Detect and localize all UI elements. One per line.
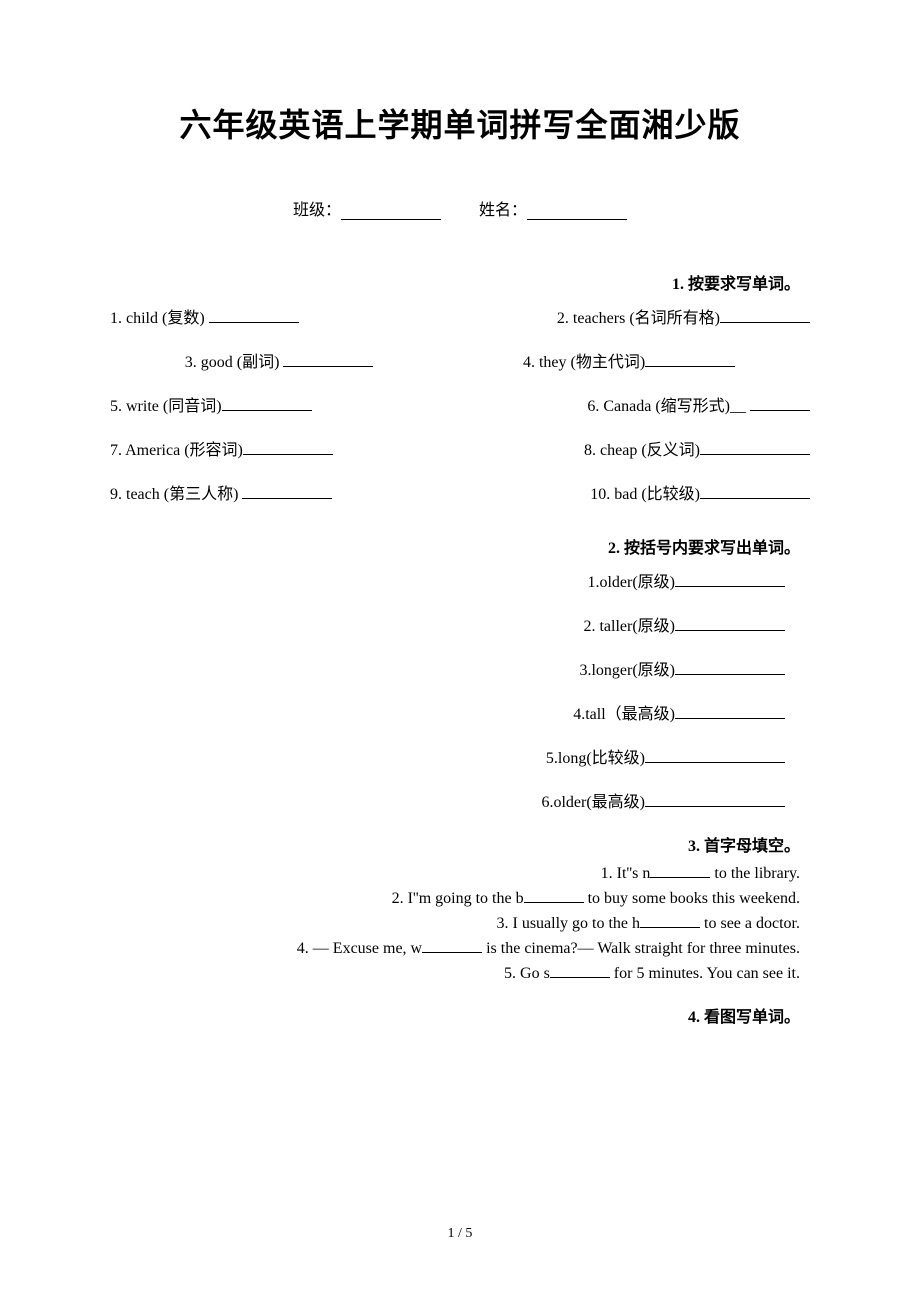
- answer-blank[interactable]: [209, 309, 299, 323]
- answer-blank[interactable]: [675, 661, 785, 675]
- question-row: 9. teach (第三人称) 10. bad (比较级): [100, 480, 820, 504]
- q1-left: 1. child (复数): [110, 310, 205, 327]
- answer-blank[interactable]: [645, 793, 785, 807]
- section4-header: 4. 看图写单词。: [100, 1003, 820, 1027]
- s2-item6: 6.older(最高级): [541, 794, 645, 811]
- section3-wrapper: 3. 首字母填空。 1. It''s n to the library. 2. …: [100, 832, 820, 983]
- answer-blank[interactable]: [550, 964, 610, 978]
- s3-item4-post: is the cinema?— Walk straight for three …: [482, 940, 800, 957]
- answer-blank[interactable]: [283, 353, 373, 367]
- answer-blank[interactable]: [242, 485, 332, 499]
- question-row: 1. child (复数) 2. teachers (名词所有格): [100, 304, 820, 328]
- section1-items: 1. child (复数) 2. teachers (名词所有格) 3. goo…: [100, 304, 820, 504]
- question-row: 5. write (同音词) 6. Canada (缩写形式)__: [100, 392, 820, 416]
- s3-item1-post: to the library.: [710, 865, 800, 882]
- answer-blank[interactable]: [640, 914, 700, 928]
- answer-blank[interactable]: [422, 939, 482, 953]
- s3-item4-pre: 4. — Excuse me, w: [297, 940, 422, 957]
- class-name-row: 班级： 姓名：: [100, 196, 820, 220]
- s3-item2-pre: 2. I''m going to the b: [392, 890, 524, 907]
- section3-header: 3. 首字母填空。: [100, 832, 800, 856]
- q4-right: 8. cheap (反义词): [584, 442, 700, 459]
- s3-item5-post: for 5 minutes. You can see it.: [610, 965, 800, 982]
- q1-right: 2. teachers (名词所有格): [557, 310, 720, 327]
- s2-item4: 4.tall（最高级): [573, 706, 675, 723]
- q5-left: 9. teach (第三人称): [110, 486, 238, 503]
- q4-left: 7. America (形容词): [110, 442, 243, 459]
- page-number: 1 / 5: [0, 1226, 920, 1242]
- name-label: 姓名：: [479, 202, 527, 219]
- q2-left: 3. good (副词): [185, 354, 280, 371]
- class-label: 班级：: [293, 202, 341, 219]
- answer-blank[interactable]: [645, 749, 785, 763]
- name-input-line[interactable]: [527, 204, 627, 220]
- s3-item1-pre: 1. It''s n: [601, 865, 651, 882]
- q2-right: 4. they (物主代词): [523, 354, 645, 371]
- answer-blank[interactable]: [700, 485, 810, 499]
- q5-right: 10. bad (比较级): [590, 486, 700, 503]
- question-row: 3. good (副词) 4. they (物主代词): [100, 348, 820, 372]
- section2-header: 2. 按括号内要求写出单词。: [100, 534, 820, 558]
- s3-item3-pre: 3. I usually go to the h: [496, 915, 640, 932]
- answer-blank[interactable]: [222, 397, 312, 411]
- class-input-line[interactable]: [341, 204, 441, 220]
- document-title: 六年级英语上学期单词拼写全面湘少版: [100, 100, 820, 146]
- s2-item2: 2. taller(原级): [583, 618, 675, 635]
- answer-blank[interactable]: [645, 353, 735, 367]
- answer-blank[interactable]: [650, 864, 710, 878]
- answer-blank[interactable]: [700, 441, 810, 455]
- answer-blank[interactable]: [675, 573, 785, 587]
- answer-blank[interactable]: [243, 441, 333, 455]
- s2-item5: 5.long(比较级): [546, 750, 645, 767]
- s3-item2-post: to buy some books this weekend.: [584, 890, 800, 907]
- q3-left: 5. write (同音词): [110, 398, 222, 415]
- question-row: 7. America (形容词) 8. cheap (反义词): [100, 436, 820, 460]
- q3-right: 6. Canada (缩写形式)__: [587, 398, 746, 415]
- s3-item5-pre: 5. Go s: [504, 965, 550, 982]
- answer-blank[interactable]: [675, 617, 785, 631]
- section1-header: 1. 按要求写单词。: [100, 270, 820, 294]
- s2-item1: 1.older(原级): [587, 574, 675, 591]
- answer-blank[interactable]: [675, 705, 785, 719]
- answer-blank[interactable]: [524, 889, 584, 903]
- s3-item3-post: to see a doctor.: [700, 915, 800, 932]
- answer-blank[interactable]: [750, 397, 810, 411]
- s2-item3: 3.longer(原级): [579, 662, 675, 679]
- answer-blank[interactable]: [720, 309, 810, 323]
- section2-items: 1.older(原级) 2. taller(原级) 3.longer(原级) 4…: [100, 568, 820, 812]
